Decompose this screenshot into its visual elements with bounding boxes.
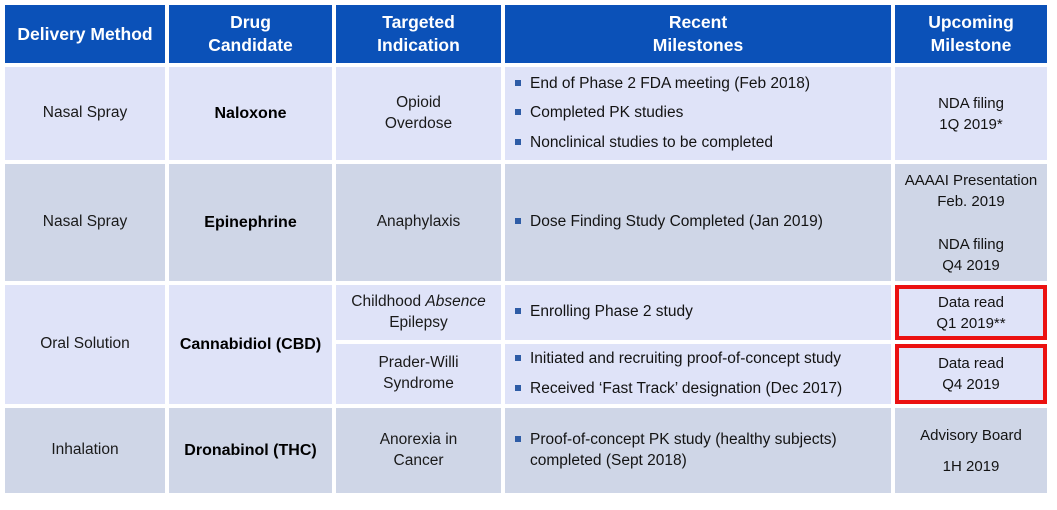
cell-upcoming-milestone: AAAAI Presentation Feb. 2019 NDA filing … bbox=[895, 164, 1047, 281]
milestone-item: Initiated and recruiting proof-of-concep… bbox=[515, 349, 885, 369]
bullet-square-icon bbox=[515, 308, 521, 315]
milestone-item: Enrolling Phase 2 study bbox=[515, 302, 885, 322]
cell-targeted-indication: Childhood Absence Epilepsy bbox=[336, 285, 501, 340]
upcoming-block: NDA filing Q4 2019 bbox=[938, 235, 1004, 274]
cell-delivery-method: Nasal Spray bbox=[5, 67, 165, 160]
bullet-square-icon bbox=[515, 384, 521, 391]
cell-delivery-method: Nasal Spray bbox=[5, 164, 165, 281]
cell-drug-candidate: Naloxone bbox=[169, 67, 332, 160]
header-targeted-indication: Targeted Indication bbox=[336, 5, 501, 63]
milestone-item: Nonclinical studies to be completed bbox=[515, 133, 885, 153]
bullet-square-icon bbox=[515, 355, 521, 362]
milestone-item: End of Phase 2 FDA meeting (Feb 2018) bbox=[515, 74, 885, 94]
cell-targeted-indication: Anorexia in Cancer bbox=[336, 408, 501, 493]
upcoming-block: Data read Q4 2019 bbox=[938, 355, 1004, 393]
cell-recent-milestones: Initiated and recruiting proof-of-concep… bbox=[505, 344, 891, 404]
milestone-item: Dose Finding Study Completed (Jan 2019) bbox=[515, 212, 885, 232]
upcoming-block: AAAAI Presentation Feb. 2019 bbox=[904, 171, 1038, 210]
bullet-square-icon bbox=[515, 218, 521, 225]
milestone-item: Proof-of-concept PK study (healthy subje… bbox=[515, 430, 885, 470]
cell-upcoming-milestone-highlighted: Data read Q4 2019 bbox=[895, 344, 1047, 404]
cell-upcoming-milestone: NDA filing 1Q 2019* bbox=[895, 67, 1047, 160]
cell-recent-milestones: Enrolling Phase 2 study bbox=[505, 285, 891, 340]
header-drug-candidate: Drug Candidate bbox=[169, 5, 332, 63]
bullet-square-icon bbox=[515, 109, 521, 116]
milestone-item: Received ‘Fast Track’ designation (Dec 2… bbox=[515, 379, 885, 399]
bullet-square-icon bbox=[515, 80, 521, 87]
cell-delivery-method: Oral Solution bbox=[5, 285, 165, 404]
bullet-square-icon bbox=[515, 138, 521, 145]
cell-drug-candidate: Dronabinol (THC) bbox=[169, 408, 332, 493]
cell-drug-candidate: Cannabidiol (CBD) bbox=[169, 285, 332, 404]
row-epinephrine: Nasal Spray Epinephrine Anaphylaxis Dose… bbox=[5, 164, 1047, 281]
bullet-square-icon bbox=[515, 436, 521, 443]
cell-recent-milestones: Proof-of-concept PK study (healthy subje… bbox=[505, 408, 891, 493]
header-delivery-method: Delivery Method bbox=[5, 5, 165, 63]
header-row: Delivery Method Drug Candidate Targeted In… bbox=[5, 5, 1047, 63]
upcoming-block: Advisory Board bbox=[920, 426, 1022, 444]
pipeline-table: Delivery Method Drug Candidate Targeted In… bbox=[1, 1, 1051, 497]
header-recent-milestones: Recent Milestones bbox=[505, 5, 891, 63]
cell-drug-candidate: Epinephrine bbox=[169, 164, 332, 281]
cell-targeted-indication: Anaphylaxis bbox=[336, 164, 501, 281]
row-cannabidiol-pws: Prader-Willi Syndrome Initiated and recr… bbox=[5, 344, 1047, 404]
cell-upcoming-milestone: Advisory Board 1H 2019 bbox=[895, 408, 1047, 493]
upcoming-block: 1H 2019 bbox=[942, 457, 1000, 475]
row-dronabinol: Inhalation Dronabinol (THC) Anorexia in … bbox=[5, 408, 1047, 493]
row-naloxone: Nasal Spray Naloxone Opioid Overdose End… bbox=[5, 67, 1047, 160]
cell-delivery-method: Inhalation bbox=[5, 408, 165, 493]
cell-targeted-indication: Prader-Willi Syndrome bbox=[336, 344, 501, 404]
header-upcoming-milestone: Upcoming Milestone bbox=[895, 5, 1047, 63]
upcoming-block: NDA filing 1Q 2019* bbox=[938, 94, 1004, 133]
cell-recent-milestones: End of Phase 2 FDA meeting (Feb 2018) Co… bbox=[505, 67, 891, 160]
cell-targeted-indication: Opioid Overdose bbox=[336, 67, 501, 160]
milestone-item: Completed PK studies bbox=[515, 103, 885, 123]
upcoming-block: Data read Q1 2019** bbox=[936, 293, 1006, 332]
cell-recent-milestones: Dose Finding Study Completed (Jan 2019) bbox=[505, 164, 891, 281]
cell-upcoming-milestone-highlighted: Data read Q1 2019** bbox=[895, 285, 1047, 340]
row-cannabidiol-cae: Oral Solution Cannabidiol (CBD) Childhoo… bbox=[5, 285, 1047, 404]
